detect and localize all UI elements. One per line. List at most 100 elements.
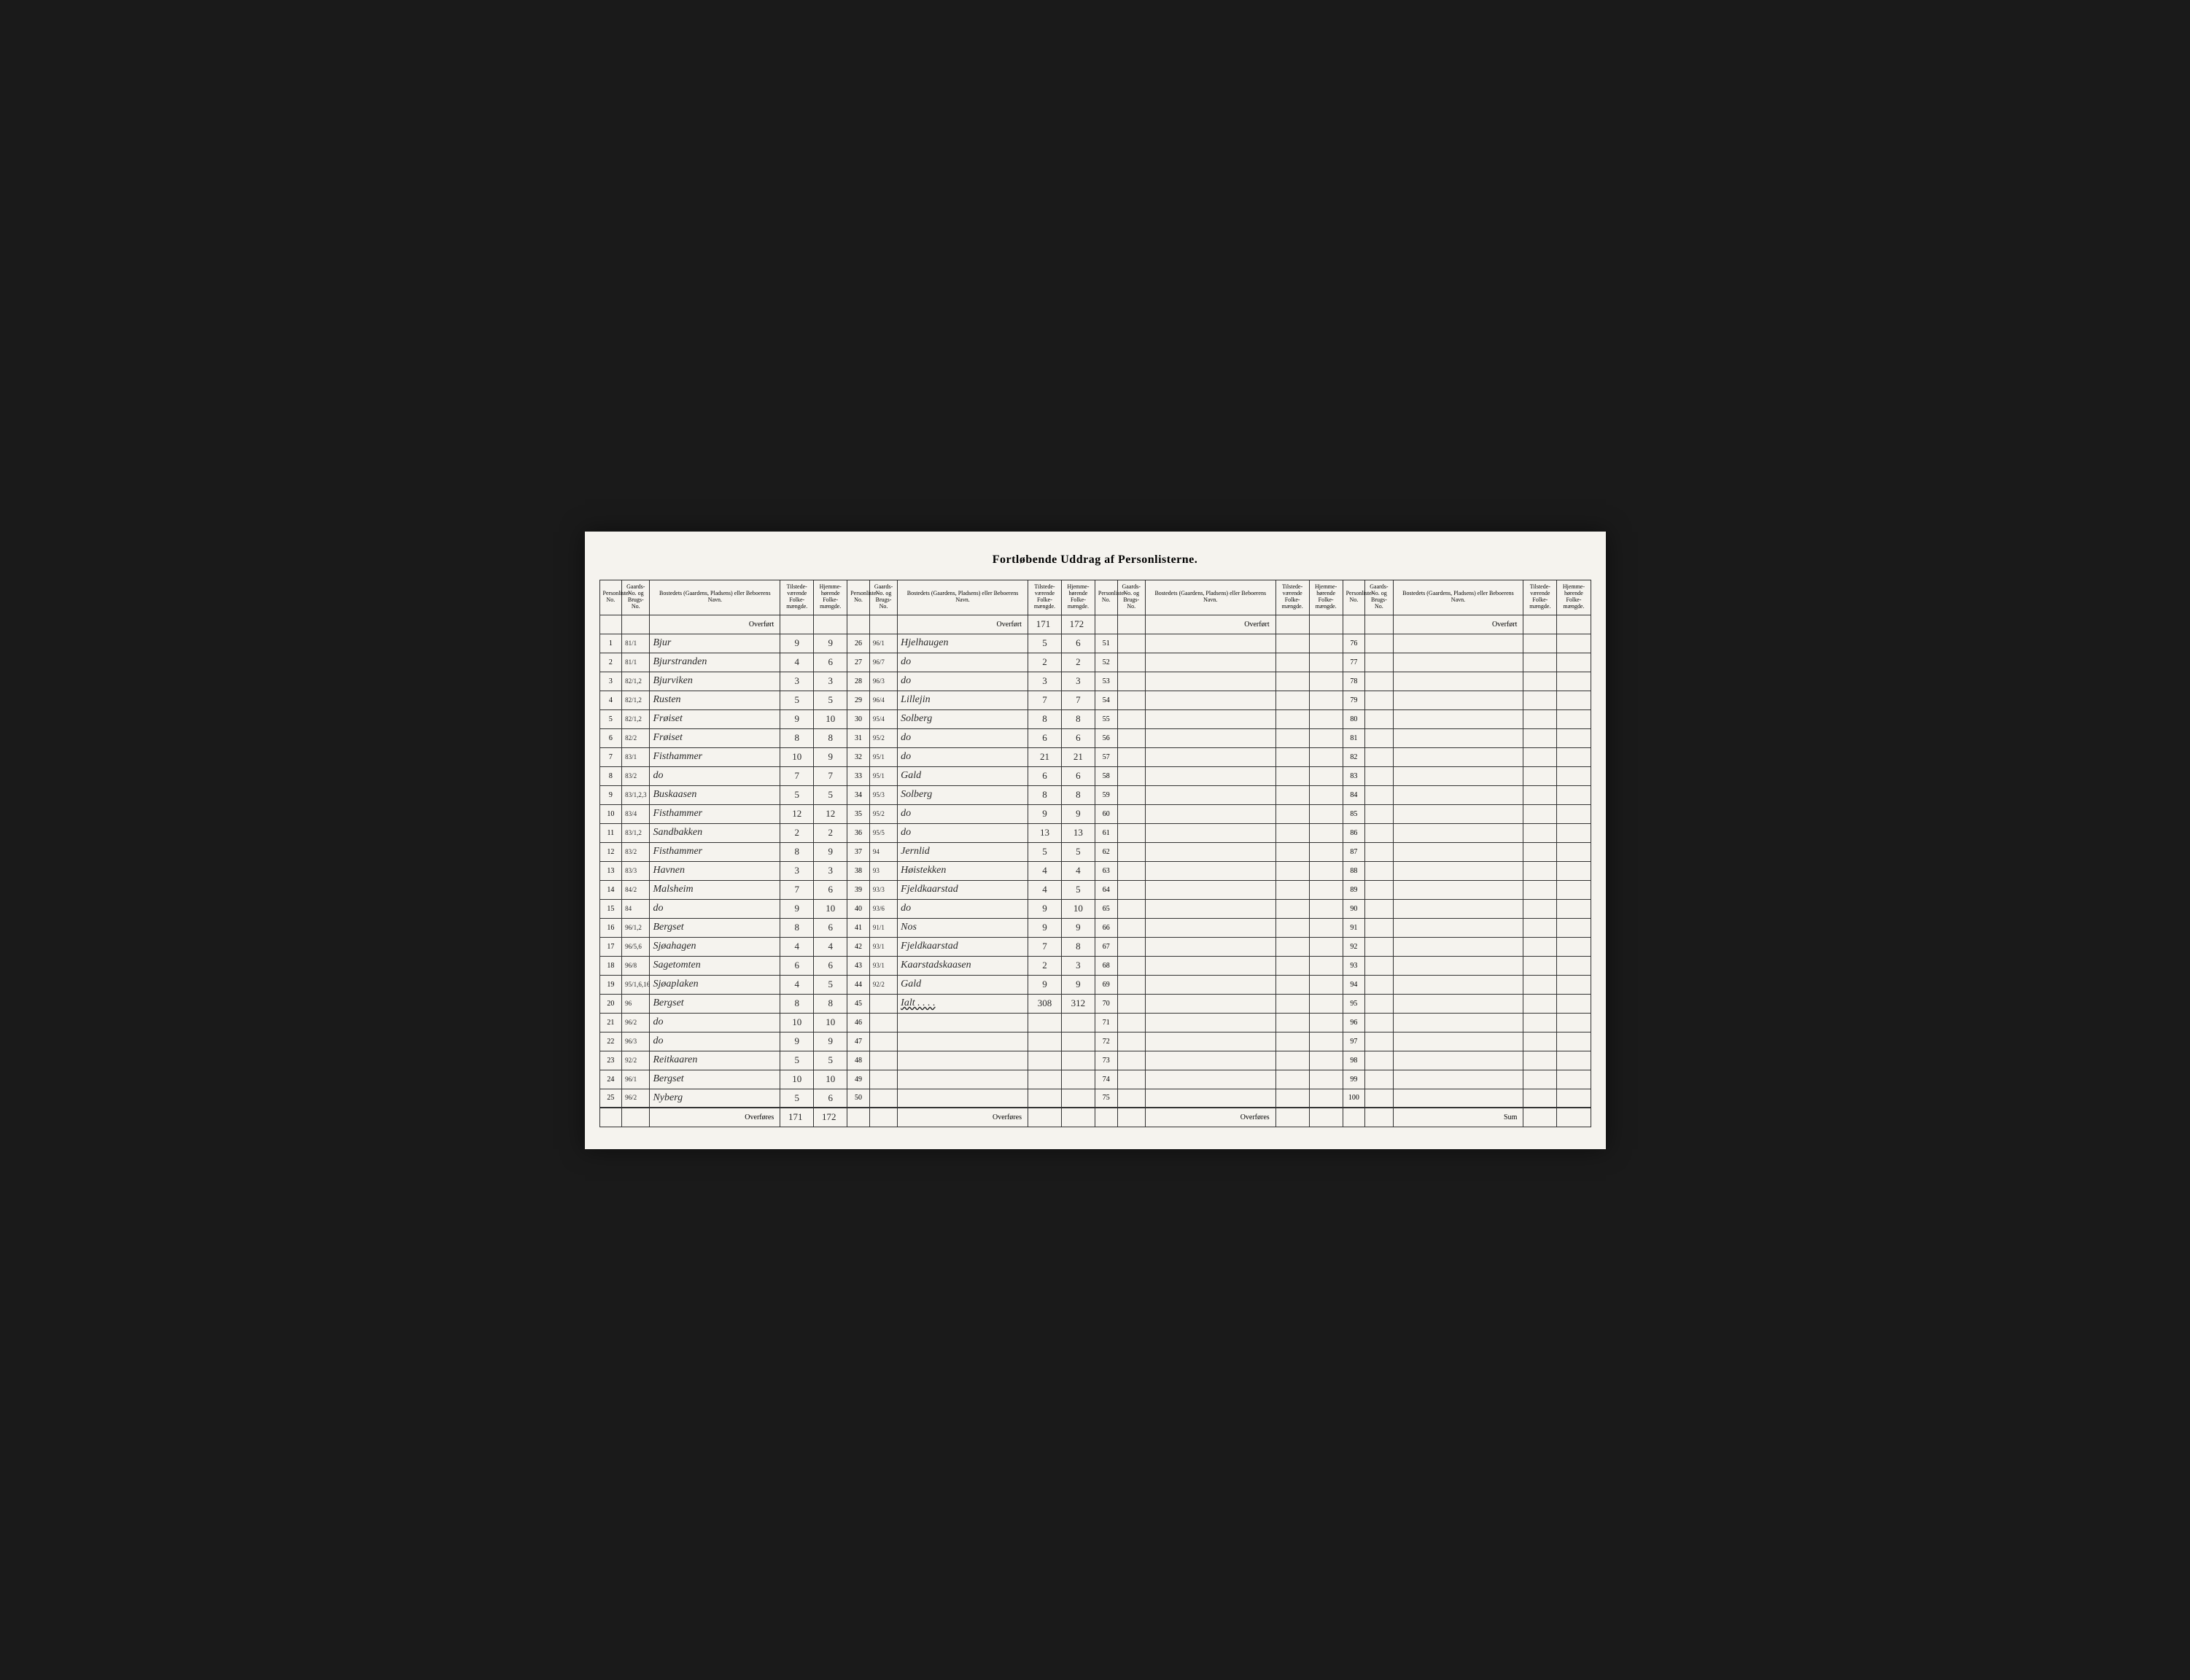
cell-bosted-name (1393, 1051, 1523, 1070)
cell-gaard-no: 83/2 (622, 842, 650, 861)
cell-hjemme (1557, 709, 1591, 728)
table-row: 1383/3Havnen333893Høistekken446388 (599, 861, 1591, 880)
header-gaard-no: Gaards-No. og Brugs-No. (1365, 580, 1393, 615)
cell-tilstede: 8 (780, 842, 814, 861)
cell-hjemme: 3 (814, 672, 847, 691)
cell-person-no: 21 (599, 1013, 622, 1032)
cell-person-no: 38 (847, 861, 870, 880)
cell-hjemme (1557, 804, 1591, 823)
cell-bosted-name: Fjeldkaarstad (898, 880, 1028, 899)
cell-bosted-name (1145, 842, 1275, 861)
cell-hjemme: 5 (814, 691, 847, 709)
cell-empty (622, 615, 650, 634)
cell-gaard-no (1117, 975, 1145, 994)
cell-gaard-no: 83/1 (622, 747, 650, 766)
cell-empty (847, 1108, 870, 1127)
cell-tilstede: 5 (780, 1089, 814, 1108)
cell-person-no: 90 (1343, 899, 1365, 918)
cell-bosted-name (1393, 956, 1523, 975)
cell-hjemme: 8 (814, 994, 847, 1013)
cell-gaard-no: 93/1 (869, 937, 897, 956)
cell-hjemme (1061, 1089, 1095, 1108)
cell-person-no: 29 (847, 691, 870, 709)
cell-person-no: 52 (1095, 653, 1117, 672)
cell-hjemme: 9 (1061, 975, 1095, 994)
cell-bosted-name: Frøiset (650, 709, 780, 728)
header-person-no: Personliste-No. (1095, 580, 1117, 615)
cell-bosted-name (1145, 672, 1275, 691)
cell-hjemme (1557, 1032, 1591, 1051)
cell-gaard-no (1117, 653, 1145, 672)
cell-gaard-no: 83/3 (622, 861, 650, 880)
cell-gaard-no (1365, 823, 1393, 842)
cell-gaard-no: 95/2 (869, 804, 897, 823)
cell-hjemme (1557, 728, 1591, 747)
cell-gaard-no (1365, 709, 1393, 728)
cell-bosted-name (1145, 709, 1275, 728)
overfores-value: 171 (780, 1108, 814, 1127)
overfort-value (780, 615, 814, 634)
header-person-no: Personliste-No. (599, 580, 622, 615)
cell-gaard-no (1365, 975, 1393, 994)
cell-tilstede (1275, 899, 1309, 918)
cell-bosted-name (898, 1013, 1028, 1032)
cell-hjemme: 6 (814, 880, 847, 899)
table-row: 883/2do773395/1Gald665883 (599, 766, 1591, 785)
cell-person-no: 4 (599, 691, 622, 709)
cell-tilstede (1275, 975, 1309, 994)
overfort-label: Overført (650, 615, 780, 634)
header-hjemme: Hjemme-hørende Folke-mængde. (814, 580, 847, 615)
cell-bosted-name (1393, 975, 1523, 994)
cell-person-no: 6 (599, 728, 622, 747)
cell-bosted-name (1393, 842, 1523, 861)
cell-gaard-no (1117, 747, 1145, 766)
cell-hjemme: 6 (1061, 728, 1095, 747)
cell-hjemme (1309, 842, 1343, 861)
cell-tilstede (1523, 766, 1557, 785)
cell-bosted-name: Nos (898, 918, 1028, 937)
table-row: 2096Bergset8845Ialt . . . .3083127095 (599, 994, 1591, 1013)
cell-tilstede (1523, 1013, 1557, 1032)
table-row: 1283/2Fisthammer893794Jernlid556287 (599, 842, 1591, 861)
cell-person-no: 37 (847, 842, 870, 861)
cell-gaard-no (1117, 634, 1145, 653)
cell-gaard-no: 83/4 (622, 804, 650, 823)
cell-tilstede (1275, 842, 1309, 861)
cell-person-no: 67 (1095, 937, 1117, 956)
cell-person-no: 10 (599, 804, 622, 823)
cell-hjemme: 5 (814, 1051, 847, 1070)
table-row: 1584do9104093/6do9106590 (599, 899, 1591, 918)
cell-bosted-name: Kaarstadskaasen (898, 956, 1028, 975)
cell-person-no: 47 (847, 1032, 870, 1051)
cell-gaard-no (869, 1032, 897, 1051)
cell-tilstede: 8 (780, 994, 814, 1013)
cell-gaard-no (1365, 691, 1393, 709)
cell-person-no: 3 (599, 672, 622, 691)
cell-person-no: 54 (1095, 691, 1117, 709)
cell-person-no: 75 (1095, 1089, 1117, 1108)
cell-tilstede (1523, 1051, 1557, 1070)
header-bosted: Bostedets (Gaardens, Pladsens) eller Beb… (650, 580, 780, 615)
cell-tilstede: 21 (1028, 747, 1061, 766)
cell-person-no: 72 (1095, 1032, 1117, 1051)
cell-gaard-no: 81/1 (622, 634, 650, 653)
cell-hjemme (1557, 937, 1591, 956)
cell-hjemme: 8 (1061, 785, 1095, 804)
cell-person-no: 71 (1095, 1013, 1117, 1032)
cell-bosted-name: Buskaasen (650, 785, 780, 804)
cell-tilstede: 7 (1028, 937, 1061, 956)
cell-hjemme: 2 (1061, 653, 1095, 672)
cell-gaard-no: 83/2 (622, 766, 650, 785)
cell-gaard-no: 82/1,2 (622, 691, 650, 709)
cell-hjemme (1557, 747, 1591, 766)
cell-person-no: 43 (847, 956, 870, 975)
cell-tilstede (1275, 823, 1309, 842)
cell-gaard-no: 96/3 (869, 672, 897, 691)
overfores-value (1557, 1108, 1591, 1127)
cell-gaard-no (1117, 728, 1145, 747)
cell-gaard-no (1365, 918, 1393, 937)
cell-person-no: 62 (1095, 842, 1117, 861)
cell-person-no: 96 (1343, 1013, 1365, 1032)
cell-hjemme (1309, 634, 1343, 653)
cell-tilstede (1275, 728, 1309, 747)
